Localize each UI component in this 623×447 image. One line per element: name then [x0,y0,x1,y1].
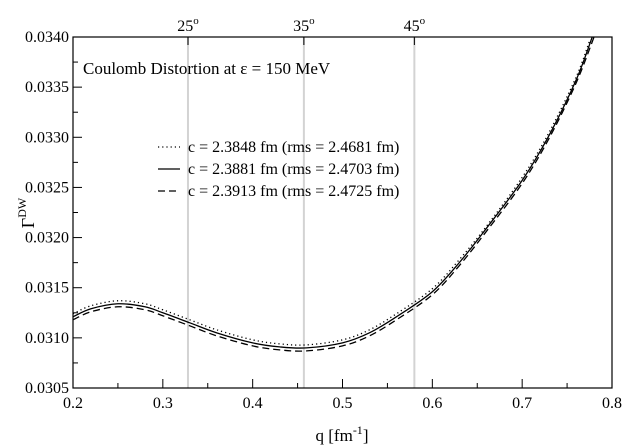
x-tick-label: 0.6 [422,395,442,412]
plot-frame [72,36,613,389]
y-tick-label: 0.0315 [25,280,69,297]
axis-ticks [72,36,613,389]
legend-label-3: c = 2.3913 fm (rms = 2.4725 fm) [188,183,399,200]
chart-annotation: Coulomb Distortion at ε = 150 MeV [83,59,331,78]
x-tick-label: 0.2 [63,395,83,412]
x-tick-label: 0.3 [153,395,173,412]
top-tick-label: 35o [293,15,315,35]
series-line-3 [73,37,595,352]
y-tick-label: 0.0335 [25,79,69,96]
series-line-1 [73,40,591,346]
series-group [73,37,595,352]
legend-label-2: c = 2.3881 fm (rms = 2.4703 fm) [188,161,399,178]
top-tick-label: 45o [404,15,426,35]
y-tick-label: 0.0320 [25,230,69,247]
y-tick-label: 0.0310 [25,330,69,347]
y-tick-label: 0.0325 [25,179,69,196]
y-tick-label: 0.0305 [25,380,69,397]
y-tick-label: 0.0330 [25,129,69,146]
x-tick-label: 0.4 [243,395,263,412]
top-tick-label: 25o [177,15,199,35]
legend-label-1: c = 2.3848 fm (rms = 2.4681 fm) [188,139,399,156]
x-tick-label: 0.8 [602,395,622,412]
reference-lines [186,37,416,388]
x-tick-label: 0.5 [333,395,353,412]
x-tick-label: 0.7 [512,395,532,412]
y-axis-label: ΓDW [15,197,38,228]
tick-labels: 0.2 0.3 0.4 0.5 0.6 0.7 0.8 0.0305 0.0310 0.0315 0… [25,15,622,412]
x-axis-label: q [fm-1] [316,423,369,445]
y-tick-label: 0.0340 [25,29,69,46]
series-line-2 [73,37,593,349]
legend: c = 2.3848 fm (rms = 2.4681 fm) c = 2.388… [158,139,399,200]
